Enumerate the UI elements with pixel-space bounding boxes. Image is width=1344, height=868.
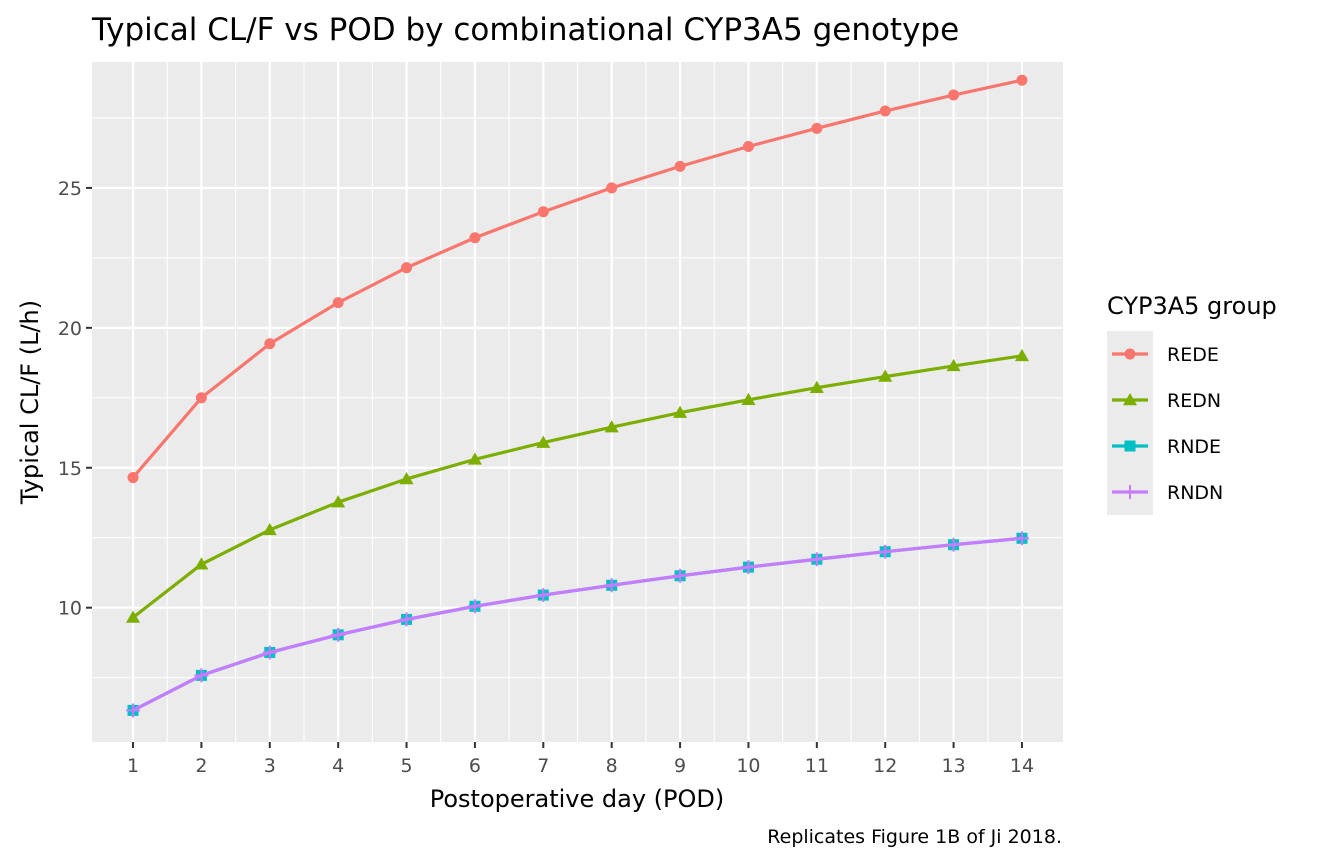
legend-label: RNDN bbox=[1167, 482, 1223, 504]
legend-item-redn: REDN bbox=[1107, 377, 1221, 423]
data-point bbox=[674, 160, 686, 172]
data-point bbox=[399, 471, 414, 485]
data-point bbox=[536, 435, 551, 448]
data-point bbox=[332, 297, 344, 309]
legend-label: REDN bbox=[1167, 390, 1221, 412]
x-axis-title: Postoperative day (POD) bbox=[430, 785, 725, 813]
series-line bbox=[132, 536, 1023, 712]
data-point bbox=[262, 645, 277, 660]
data-point bbox=[194, 557, 209, 570]
data-point bbox=[1014, 348, 1029, 362]
x-tick-label: 6 bbox=[469, 755, 481, 777]
x-tick-label: 14 bbox=[1010, 755, 1034, 777]
x-tick-label: 1 bbox=[127, 755, 139, 777]
x-tick-label: 4 bbox=[332, 755, 344, 777]
series-line bbox=[131, 78, 1023, 479]
data-point bbox=[126, 610, 141, 623]
grid-lines bbox=[92, 62, 1063, 742]
legend-label: RNDE bbox=[1167, 436, 1221, 458]
legend: CYP3A5 group REDE REDN RNDE RNDN bbox=[1107, 292, 1277, 515]
data-point bbox=[741, 392, 756, 406]
legend-key-marker bbox=[1124, 440, 1136, 452]
series-layer bbox=[126, 74, 1029, 718]
legend-label: REDE bbox=[1167, 344, 1219, 366]
y-axis-title: Typical CL/F (L/h) bbox=[16, 300, 44, 505]
series-rede bbox=[127, 74, 1028, 484]
series-redn bbox=[126, 348, 1029, 623]
data-point bbox=[741, 560, 756, 575]
data-point bbox=[1016, 74, 1028, 86]
data-point bbox=[127, 472, 139, 484]
data-point bbox=[467, 452, 482, 465]
legend-title: CYP3A5 group bbox=[1107, 292, 1277, 320]
legend-key-marker bbox=[1123, 485, 1137, 499]
data-point bbox=[537, 206, 549, 218]
data-point bbox=[673, 568, 688, 583]
legend-key-marker bbox=[1123, 393, 1137, 406]
legend-item-rndn: RNDN bbox=[1107, 469, 1223, 515]
legend-items: REDE REDN RNDE RNDN bbox=[1107, 331, 1223, 515]
x-tick-label: 11 bbox=[805, 755, 829, 777]
legend-item-rede: REDE bbox=[1107, 331, 1219, 377]
data-point bbox=[809, 380, 824, 393]
plot-caption: Replicates Figure 1B of Ji 2018. bbox=[767, 826, 1062, 848]
data-point bbox=[946, 358, 961, 372]
x-tick-label: 13 bbox=[941, 755, 965, 777]
data-point bbox=[604, 420, 619, 433]
y-tick-label: 10 bbox=[58, 598, 82, 620]
data-point bbox=[195, 392, 207, 404]
data-point bbox=[811, 122, 823, 134]
data-point bbox=[604, 578, 619, 593]
x-tick-label: 8 bbox=[606, 755, 618, 777]
data-point bbox=[469, 232, 481, 244]
legend-item-rnde: RNDE bbox=[1107, 423, 1221, 469]
data-point bbox=[878, 544, 893, 559]
data-point bbox=[126, 703, 141, 718]
data-point bbox=[264, 338, 276, 350]
data-point bbox=[331, 495, 346, 508]
data-point bbox=[809, 552, 824, 567]
data-point bbox=[467, 599, 482, 614]
x-tick-label: 5 bbox=[401, 755, 413, 777]
x-tick-label: 3 bbox=[264, 755, 276, 777]
legend-key-marker bbox=[1124, 348, 1136, 360]
data-point bbox=[673, 405, 688, 418]
data-point bbox=[948, 89, 960, 101]
series-rndn bbox=[126, 531, 1029, 718]
data-point bbox=[536, 588, 551, 603]
y-tick-label: 15 bbox=[58, 458, 82, 480]
data-point bbox=[399, 612, 414, 627]
data-point bbox=[1014, 531, 1029, 546]
x-tick-label: 2 bbox=[195, 755, 207, 777]
data-point bbox=[878, 369, 893, 382]
y-tick-label: 25 bbox=[58, 178, 82, 200]
data-point bbox=[401, 262, 413, 274]
data-point bbox=[262, 522, 277, 536]
data-point bbox=[946, 537, 961, 552]
data-point bbox=[331, 627, 346, 642]
data-point bbox=[879, 105, 891, 117]
chart-title: Typical CL/F vs POD by combinational CYP… bbox=[91, 12, 959, 48]
x-tick-label: 12 bbox=[873, 755, 897, 777]
x-tick-label: 9 bbox=[674, 755, 686, 777]
series-line bbox=[132, 354, 1023, 619]
data-point bbox=[742, 141, 754, 153]
data-point bbox=[194, 668, 209, 683]
x-tick-label: 10 bbox=[736, 755, 760, 777]
y-tick-label: 20 bbox=[58, 318, 82, 340]
data-point bbox=[606, 182, 618, 194]
x-tick-label: 7 bbox=[537, 755, 549, 777]
